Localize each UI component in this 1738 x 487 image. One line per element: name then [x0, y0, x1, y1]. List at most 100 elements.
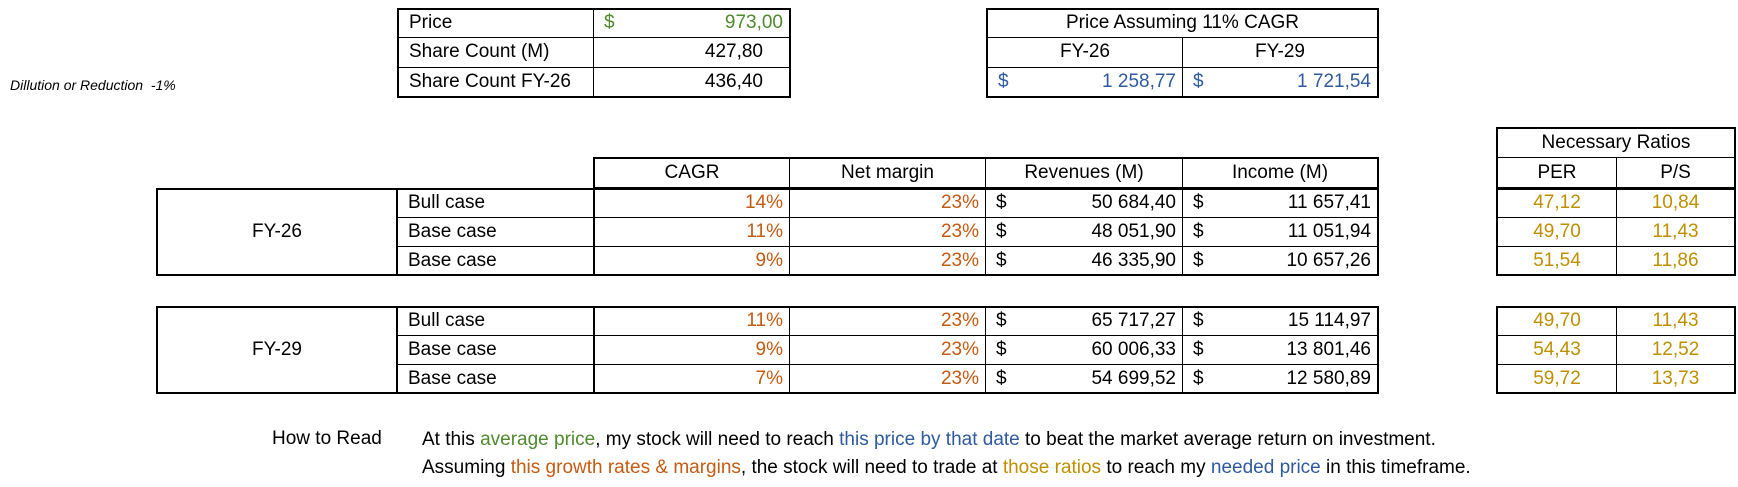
case-label: Base case	[408, 339, 497, 360]
income-value: 10 657,26	[1286, 250, 1371, 271]
price-fy29-value: 1 721,54	[1297, 71, 1371, 92]
per-cell[interactable]: 51,54	[1533, 250, 1581, 271]
cagr-cell[interactable]: 9%	[755, 339, 783, 360]
income-cell[interactable]: $11 051,94	[1183, 218, 1377, 246]
per-cell[interactable]: 49,70	[1533, 221, 1581, 242]
income-cell[interactable]: $15 114,97	[1183, 307, 1377, 335]
revenues-cell[interactable]: $60 006,33	[986, 336, 1182, 364]
per-cell[interactable]: 54,43	[1533, 339, 1581, 360]
cagr-cell[interactable]: 7%	[755, 368, 783, 389]
read-text: Assuming	[422, 457, 511, 478]
cagr-cell[interactable]: 14%	[744, 192, 783, 213]
price-assumption-col-divider	[1182, 37, 1183, 98]
row-divider	[397, 335, 1379, 336]
margin-cell[interactable]: 23%	[940, 339, 979, 360]
ratios-title: Necessary Ratios	[1541, 132, 1691, 153]
price-assumption-title: Price Assuming 11% CAGR	[1065, 12, 1299, 33]
ratios-col-divider	[1616, 188, 1617, 276]
price-value: 973,00	[724, 12, 783, 33]
summary-table-border	[397, 8, 791, 98]
share-count-label: Share Count (M)	[409, 41, 550, 62]
ps-cell[interactable]: 12,52	[1651, 339, 1700, 360]
ratios-header-ps: P/S	[1660, 162, 1691, 183]
revenues-cell[interactable]: $48 051,90	[986, 218, 1182, 246]
margin-cell[interactable]: 23%	[940, 250, 979, 271]
currency-symbol: $	[1193, 221, 1204, 242]
read-text: , the stock will need to trade at	[740, 457, 1003, 478]
share-count-value-cell[interactable]: 427,80	[594, 38, 789, 66]
ps-cell[interactable]: 11,43	[1652, 310, 1699, 331]
margin-cell[interactable]: 23%	[940, 221, 979, 242]
case-label: Base case	[408, 250, 497, 271]
income-value: 13 801,46	[1286, 339, 1371, 360]
price-assumption-value-fy29[interactable]: $ 1 721,54	[1183, 68, 1377, 96]
share-count-value: 427,80	[704, 41, 763, 62]
currency-symbol: $	[996, 310, 1007, 331]
per-cell[interactable]: 49,70	[1533, 310, 1581, 331]
price-assumption-value-fy26[interactable]: $ 1 258,77	[988, 68, 1182, 96]
revenues-value: 54 699,52	[1091, 368, 1176, 389]
group-divider	[396, 188, 398, 276]
ps-cell[interactable]: 13,73	[1651, 368, 1700, 389]
read-text: in this timeframe.	[1320, 457, 1471, 478]
per-cell[interactable]: 59,72	[1533, 368, 1581, 389]
share-count-fy26-value-cell[interactable]: 436,40	[594, 68, 789, 96]
ratios-row-divider	[1496, 335, 1736, 336]
cagr-cell[interactable]: 11%	[746, 310, 783, 331]
how-to-read-line2: Assuming this growth rates & margins, th…	[422, 454, 1471, 482]
revenues-value: 65 717,27	[1091, 310, 1176, 331]
ps-cell[interactable]: 11,43	[1652, 221, 1699, 242]
case-label: Bull case	[408, 192, 486, 213]
revenues-cell[interactable]: $46 335,90	[986, 247, 1182, 275]
revenues-value: 60 006,33	[1091, 339, 1176, 360]
how-to-read-label: How to Read	[272, 428, 382, 449]
row-divider	[397, 217, 1379, 218]
price-label: Price	[409, 12, 453, 33]
revenues-cell[interactable]: $65 717,27	[986, 307, 1182, 335]
ratios-row-divider	[1496, 246, 1736, 247]
currency-symbol: $	[1193, 339, 1204, 360]
group-divider	[789, 306, 790, 394]
currency-symbol: $	[996, 368, 1007, 389]
income-cell[interactable]: $10 657,26	[1183, 247, 1377, 275]
price-value-cell[interactable]: $ 973,00	[594, 9, 789, 37]
currency-symbol: $	[1193, 192, 1204, 213]
share-count-fy26-value: 436,40	[704, 71, 763, 92]
summary-row-divider	[397, 67, 791, 68]
group-divider	[985, 188, 986, 276]
ratios-header-per: PER	[1537, 162, 1577, 183]
read-text-orange: this growth rates & margins	[510, 457, 741, 478]
income-cell[interactable]: $11 657,41	[1183, 189, 1377, 217]
income-cell[interactable]: $13 801,46	[1183, 336, 1377, 364]
revenues-cell[interactable]: $50 684,40	[986, 189, 1182, 217]
group-divider	[593, 188, 595, 276]
read-text: , my stock will need to reach	[595, 429, 840, 450]
ratios-header-col-divider	[1616, 157, 1617, 189]
revenues-cell[interactable]: $54 699,52	[986, 365, 1182, 393]
currency-symbol: $	[998, 71, 1009, 92]
income-cell[interactable]: $12 580,89	[1183, 365, 1377, 393]
share-count-fy26-label: Share Count FY-26	[409, 71, 571, 92]
cagr-cell[interactable]: 11%	[746, 221, 783, 242]
header-income: Income (M)	[1231, 162, 1329, 183]
margin-cell[interactable]: 23%	[940, 368, 979, 389]
group-divider	[789, 188, 790, 276]
per-cell[interactable]: 47,12	[1533, 192, 1581, 213]
read-text: to reach my	[1101, 457, 1211, 478]
revenues-value: 48 051,90	[1091, 221, 1176, 242]
group-divider	[1182, 306, 1183, 394]
dilution-value[interactable]: -1%	[150, 77, 176, 93]
case-label: Base case	[408, 368, 497, 389]
read-text-gold: those ratios	[1002, 457, 1102, 478]
header-divider	[985, 157, 986, 189]
margin-cell[interactable]: 23%	[940, 310, 979, 331]
ps-cell[interactable]: 10,84	[1651, 192, 1700, 213]
group-period-label: FY-26	[252, 221, 302, 242]
dilution-label: Dillution or Reduction -1%	[10, 77, 176, 93]
ps-cell[interactable]: 11,86	[1652, 250, 1699, 271]
cagr-cell[interactable]: 9%	[755, 250, 783, 271]
revenues-value: 46 335,90	[1091, 250, 1176, 271]
ratios-row-divider	[1496, 364, 1736, 365]
margin-cell[interactable]: 23%	[940, 192, 979, 213]
price-assumption-header-fy26: FY-26	[1060, 41, 1110, 62]
